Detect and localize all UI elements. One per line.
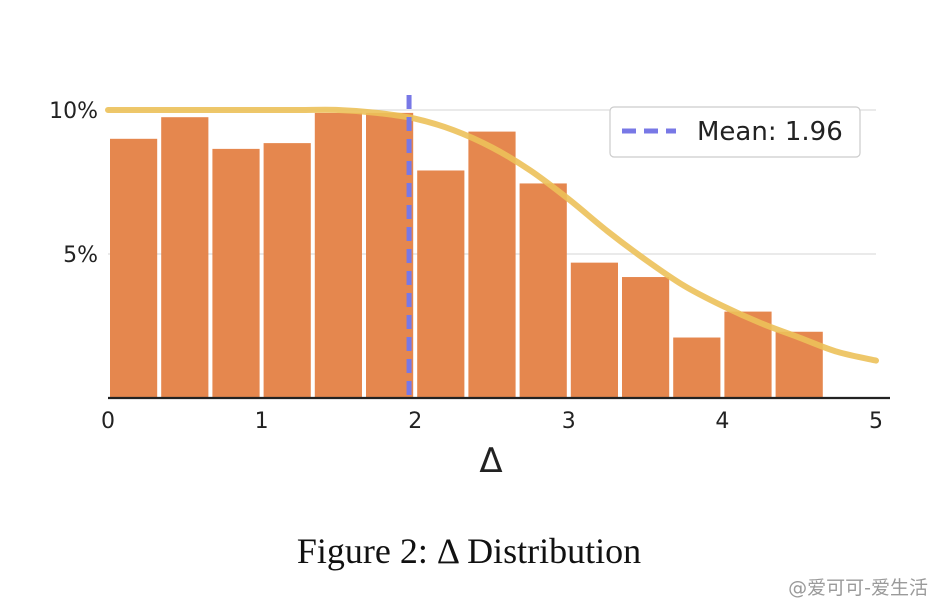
x-tick-label-0: 0 bbox=[101, 409, 115, 434]
legend-box bbox=[609, 106, 861, 158]
x-tick-label-3: 3 bbox=[562, 409, 576, 434]
tick-labels: 0 1 2 3 4 5 5% 10% bbox=[49, 99, 883, 434]
bar-9 bbox=[570, 262, 618, 398]
bar-3 bbox=[263, 143, 311, 398]
bar-2 bbox=[212, 148, 260, 398]
legend-mean-label: Mean: 1.96 bbox=[697, 117, 843, 147]
bar-11 bbox=[673, 337, 721, 398]
legend: Mean: 1.96 bbox=[609, 106, 861, 158]
y-tick-label-1: 10% bbox=[49, 99, 98, 124]
bar-10 bbox=[621, 277, 670, 398]
x-tick-label-5: 5 bbox=[869, 409, 883, 434]
fitted-curve-layer bbox=[105, 106, 879, 364]
bar-7 bbox=[468, 131, 516, 398]
x-axis-label: Δ bbox=[479, 441, 502, 481]
x-tick-label-1: 1 bbox=[255, 409, 269, 434]
figure-caption: Figure 2: Δ Distribution bbox=[296, 531, 642, 571]
bar-6 bbox=[417, 170, 465, 398]
x-tick-label-4: 4 bbox=[715, 409, 729, 434]
watermark: @爱可可-爱生活 bbox=[788, 577, 928, 599]
bar-8 bbox=[519, 183, 567, 398]
fitted-curve bbox=[105, 106, 879, 364]
bar-5 bbox=[366, 112, 414, 398]
bar-4 bbox=[314, 112, 362, 398]
bar-0 bbox=[110, 138, 158, 399]
x-tick-label-2: 2 bbox=[408, 409, 422, 434]
y-tick-label-0: 5% bbox=[63, 243, 98, 268]
histogram-bars bbox=[110, 112, 823, 399]
bar-1 bbox=[161, 117, 209, 398]
